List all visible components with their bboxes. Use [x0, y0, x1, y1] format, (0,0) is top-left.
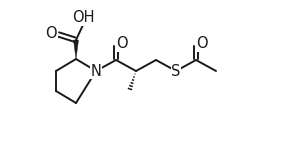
- Text: O: O: [196, 36, 208, 52]
- Text: S: S: [171, 64, 181, 78]
- Text: O: O: [45, 26, 57, 41]
- Text: O: O: [116, 36, 128, 52]
- Polygon shape: [73, 40, 79, 59]
- Text: OH: OH: [72, 10, 94, 25]
- Text: N: N: [91, 64, 101, 78]
